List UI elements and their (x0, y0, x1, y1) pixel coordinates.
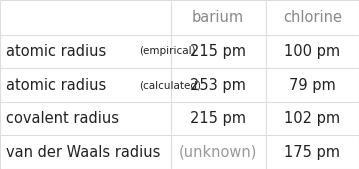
Text: 79 pm: 79 pm (289, 78, 336, 93)
Text: covalent radius: covalent radius (6, 111, 120, 126)
Text: 215 pm: 215 pm (190, 44, 246, 59)
Text: (calculated): (calculated) (139, 80, 201, 90)
Text: barium: barium (192, 10, 244, 25)
Text: (unknown): (unknown) (179, 145, 257, 160)
Text: van der Waals radius: van der Waals radius (6, 145, 161, 160)
Text: atomic radius: atomic radius (6, 44, 107, 59)
Text: 102 pm: 102 pm (284, 111, 340, 126)
Text: atomic radius: atomic radius (6, 78, 107, 93)
Text: 253 pm: 253 pm (190, 78, 246, 93)
Text: 100 pm: 100 pm (284, 44, 340, 59)
Text: (empirical): (empirical) (139, 46, 195, 56)
Text: 175 pm: 175 pm (284, 145, 340, 160)
Text: 215 pm: 215 pm (190, 111, 246, 126)
Text: chlorine: chlorine (283, 10, 342, 25)
